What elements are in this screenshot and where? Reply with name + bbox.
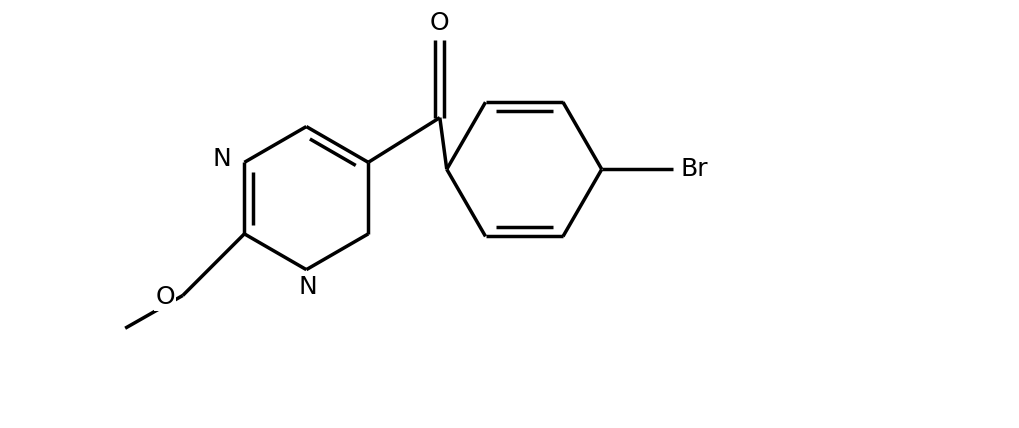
Text: Br: Br [680, 158, 707, 181]
Text: N: N [299, 275, 317, 299]
Text: N: N [213, 147, 231, 171]
Text: O: O [430, 11, 449, 35]
Text: O: O [155, 285, 174, 309]
